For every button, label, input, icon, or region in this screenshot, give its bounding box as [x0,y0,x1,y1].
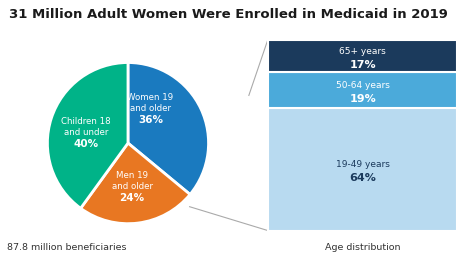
Text: 19%: 19% [349,94,376,104]
Text: Age distribution: Age distribution [325,244,401,253]
Text: 19-49 years: 19-49 years [336,160,390,169]
Text: 50-64 years: 50-64 years [336,81,390,90]
Text: Men 19
and older: Men 19 and older [111,171,153,191]
Text: 40%: 40% [73,139,99,149]
Wedge shape [81,143,190,224]
Wedge shape [128,63,209,195]
Text: 87.8 million beneficiaries: 87.8 million beneficiaries [7,244,126,253]
Bar [268,72,457,108]
Text: Women 19
and older: Women 19 and older [128,93,173,113]
Text: 65+ years: 65+ years [339,47,386,56]
Text: Children 18
and under: Children 18 and under [61,117,111,137]
Bar [268,108,457,231]
Text: 17%: 17% [349,60,376,69]
Text: 31 Million Adult Women Were Enrolled in Medicaid in 2019: 31 Million Adult Women Were Enrolled in … [9,8,448,21]
Text: 36%: 36% [138,114,163,125]
Text: 64%: 64% [349,173,376,183]
Text: 24%: 24% [119,193,145,203]
Wedge shape [47,63,128,208]
Bar [268,40,457,72]
